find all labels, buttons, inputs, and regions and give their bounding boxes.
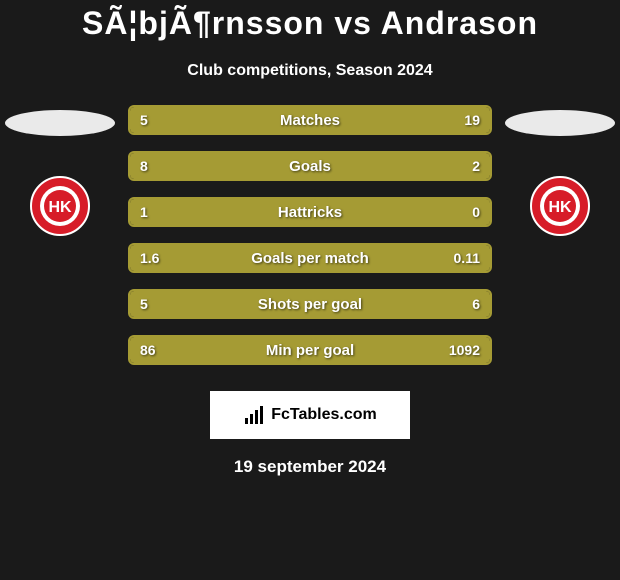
- player-right-avatar-placeholder: [505, 110, 615, 136]
- stat-fill-left: [130, 153, 418, 179]
- stat-label: Min per goal: [266, 342, 354, 359]
- comparison-infographic: SÃ¦bjÃ¶rnsson vs Andrason Club competiti…: [0, 0, 620, 580]
- stat-bar: 5 Shots per goal 6: [128, 289, 492, 319]
- player-right-team-badge: HK: [530, 176, 590, 241]
- stat-bar: 1.6 Goals per match 0.11: [128, 243, 492, 273]
- player-left-team-badge: HK: [30, 176, 90, 241]
- fctables-attribution[interactable]: FcTables.com: [210, 391, 410, 439]
- stat-value-left: 1.6: [140, 250, 159, 266]
- stat-value-right: 1092: [449, 342, 480, 358]
- stat-label: Goals: [289, 158, 331, 175]
- date-label: 19 september 2024: [0, 457, 620, 477]
- stat-fill-right: [206, 107, 490, 133]
- player-right-column: HK: [500, 105, 620, 241]
- stat-bar: 8 Goals 2: [128, 151, 492, 181]
- stat-label: Hattricks: [278, 204, 342, 221]
- stat-value-left: 8: [140, 158, 148, 174]
- stat-value-left: 5: [140, 296, 148, 312]
- stats-column: 5 Matches 19 8 Goals 2 1 Hattricks 0 1.6 Goals per…: [120, 105, 500, 381]
- stat-value-right: 19: [464, 112, 480, 128]
- stat-value-left: 5: [140, 112, 148, 128]
- stat-bar: 86 Min per goal 1092: [128, 335, 492, 365]
- stat-value-right: 6: [472, 296, 480, 312]
- stat-label: Goals per match: [251, 250, 369, 267]
- player-left-column: HK: [0, 105, 120, 241]
- stat-value-right: 0.11: [454, 250, 480, 266]
- player-left-avatar-placeholder: [5, 110, 115, 136]
- fctables-logo-icon: [243, 404, 265, 426]
- stat-value-right: 0: [472, 204, 480, 220]
- stat-value-right: 2: [472, 158, 480, 174]
- stat-value-left: 1: [140, 204, 148, 220]
- page-title: SÃ¦bjÃ¶rnsson vs Andrason: [0, 0, 620, 42]
- stat-bar: 1 Hattricks 0: [128, 197, 492, 227]
- stat-value-left: 86: [140, 342, 156, 358]
- stat-bar: 5 Matches 19: [128, 105, 492, 135]
- stat-label: Matches: [280, 112, 340, 129]
- content-row: HK 5 Matches 19 8 Goals 2 1 Hattricks 0 1.6 Goals …: [0, 105, 620, 381]
- page-subtitle: Club competitions, Season 2024: [0, 62, 620, 80]
- svg-text:HK: HK: [548, 199, 572, 216]
- svg-text:HK: HK: [48, 199, 72, 216]
- fctables-label: FcTables.com: [271, 406, 377, 424]
- stat-label: Shots per goal: [258, 296, 362, 313]
